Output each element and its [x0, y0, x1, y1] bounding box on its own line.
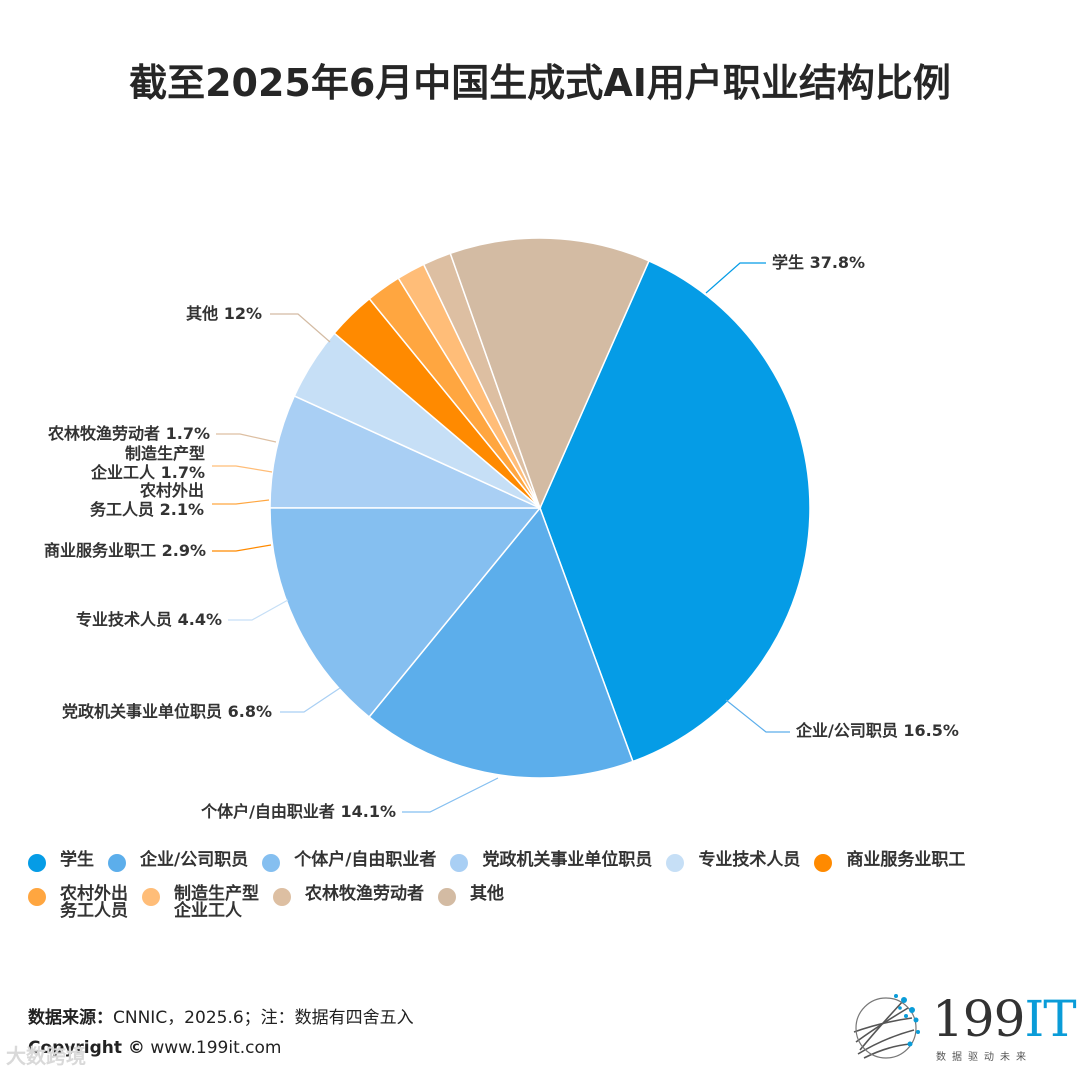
pie-slice	[368, 506, 634, 779]
slice-label: 农林牧渔劳动者 1.7%	[47, 424, 210, 443]
leader-line	[228, 599, 289, 621]
pie-chart: 学生 37.8% 企业/公司职员 16.5% 个体户/自由职业者 14.1% 党政机关…	[44, 237, 959, 821]
legend-row: 农村外出 务工人员 制造生产型 企业工人 农林牧渔劳动者 其他	[28, 886, 1078, 920]
slice-label: 学生 37.8%	[772, 253, 865, 272]
slice-label: 专业技术人员 4.4%	[76, 610, 222, 629]
slice-label: 个体户/自由职业者 14.1%	[200, 802, 396, 821]
slice-label: 务工人员 2.1%	[90, 500, 204, 519]
legend-row: 学生 企业/公司职员 个体户/自由职业者 党政机关事业单位职员 专业技术人员 商业服务业职…	[28, 852, 1078, 886]
copyright-note: Copyright © www.199it.com	[28, 1038, 281, 1058]
legend-label: 制造生产型 企业工人	[174, 884, 259, 921]
legend-label: 党政机关事业单位职员	[482, 850, 653, 870]
legend-item: 专业技术人员	[666, 852, 800, 872]
legend-label: 专业技术人员	[698, 850, 801, 870]
legend-label: 商业服务业职工	[846, 850, 966, 870]
brand-logo: 199IT 数据驱动未来	[848, 988, 1077, 1068]
pie-slice	[539, 259, 811, 763]
leader-line	[280, 687, 341, 713]
watermark-text: 大数跨境	[6, 1044, 86, 1068]
source-note: 数据来源：CNNIC，2025.6；注：数据有四舍五入	[28, 1003, 414, 1028]
legend-item: 党政机关事业单位职员	[450, 852, 652, 872]
slice-label: 农村外出	[139, 481, 204, 500]
legend-label: 个体户/自由职业者	[294, 850, 437, 870]
chart-title: 截至2025年6月中国生成式AI用户职业结构比例	[129, 61, 951, 105]
legend-item: 其他	[438, 886, 504, 906]
leader-line	[270, 313, 331, 343]
slice-label: 商业服务业职工 2.9%	[44, 541, 206, 560]
legend-label: 农村外出 务工人员	[60, 884, 128, 921]
copyright-url[interactable]: www.199it.com	[150, 1038, 282, 1058]
logo-wordmark: 199IT	[932, 990, 1077, 1048]
legend-swatch-icon	[108, 854, 126, 872]
legend-label: 企业/公司职员	[140, 850, 249, 870]
leader-line	[212, 544, 272, 552]
pie-slice	[269, 507, 542, 719]
legend-item: 农林牧渔劳动者	[273, 886, 424, 906]
slice-label: 其他 12%	[186, 304, 262, 323]
legend-item: 制造生产型 企业工人	[142, 886, 259, 920]
source-label: 数据来源：	[28, 1008, 113, 1028]
pie-slice	[269, 394, 541, 509]
leader-line	[216, 433, 277, 443]
legend-swatch-icon	[262, 854, 281, 872]
legend-swatch-icon	[438, 888, 456, 906]
leader-line	[725, 699, 790, 733]
legend-swatch-icon	[28, 888, 46, 906]
legend-label: 农林牧渔劳动者	[305, 884, 424, 904]
legend-label: 学生	[60, 850, 94, 870]
legend-swatch-icon	[28, 854, 46, 872]
leader-line	[705, 262, 766, 294]
legend-label: 其他	[470, 884, 504, 904]
legend-swatch-icon	[142, 888, 160, 906]
legend-swatch-icon	[814, 854, 833, 872]
legend-item: 农村外出 务工人员	[28, 886, 128, 920]
legend-swatch-icon	[450, 854, 469, 872]
sphere-logo-icon	[853, 994, 920, 1059]
slice-label: 企业工人 1.7%	[90, 463, 205, 482]
slice-label: 企业/公司职员 16.5%	[795, 721, 959, 740]
legend-item: 学生	[28, 852, 94, 872]
legend-item: 商业服务业职工	[814, 852, 965, 872]
leader-line	[212, 499, 270, 505]
slice-label: 制造生产型	[125, 444, 205, 463]
legend-swatch-icon	[273, 888, 291, 906]
pie-slice	[449, 237, 650, 511]
leader-line	[212, 465, 273, 473]
legend-swatch-icon	[666, 854, 685, 872]
legend-item: 个体户/自由职业者	[262, 852, 436, 872]
logo-tagline: 数据驱动未来	[936, 1052, 1032, 1063]
legend-item: 企业/公司职员	[108, 852, 248, 872]
legend: 学生 企业/公司职员 个体户/自由职业者 党政机关事业单位职员 专业技术人员 商业服务业职…	[28, 852, 1078, 920]
slice-label: 党政机关事业单位职员 6.8%	[62, 702, 272, 721]
copyright-label: Copyright ©	[28, 1038, 145, 1058]
leader-line	[402, 777, 499, 813]
source-text: CNNIC，2025.6；注：数据有四舍五入	[113, 1008, 414, 1028]
